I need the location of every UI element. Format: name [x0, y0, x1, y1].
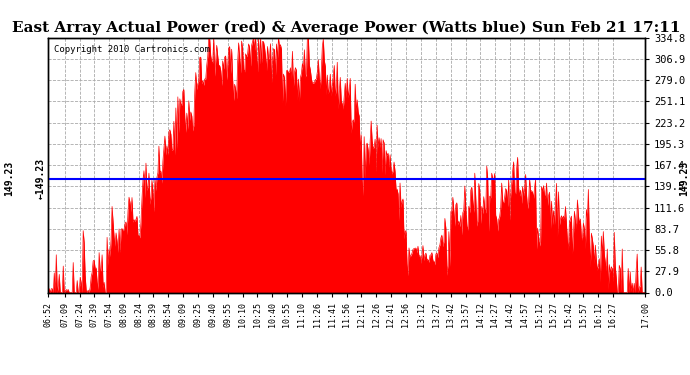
- Text: 149.23: 149.23: [4, 161, 14, 196]
- Text: 149.23: 149.23: [679, 161, 689, 196]
- Title: East Array Actual Power (red) & Average Power (Watts blue) Sun Feb 21 17:11: East Array Actual Power (red) & Average …: [12, 21, 681, 35]
- Text: ←149.23: ←149.23: [35, 158, 46, 200]
- Text: Copyright 2010 Cartronics.com: Copyright 2010 Cartronics.com: [55, 45, 210, 54]
